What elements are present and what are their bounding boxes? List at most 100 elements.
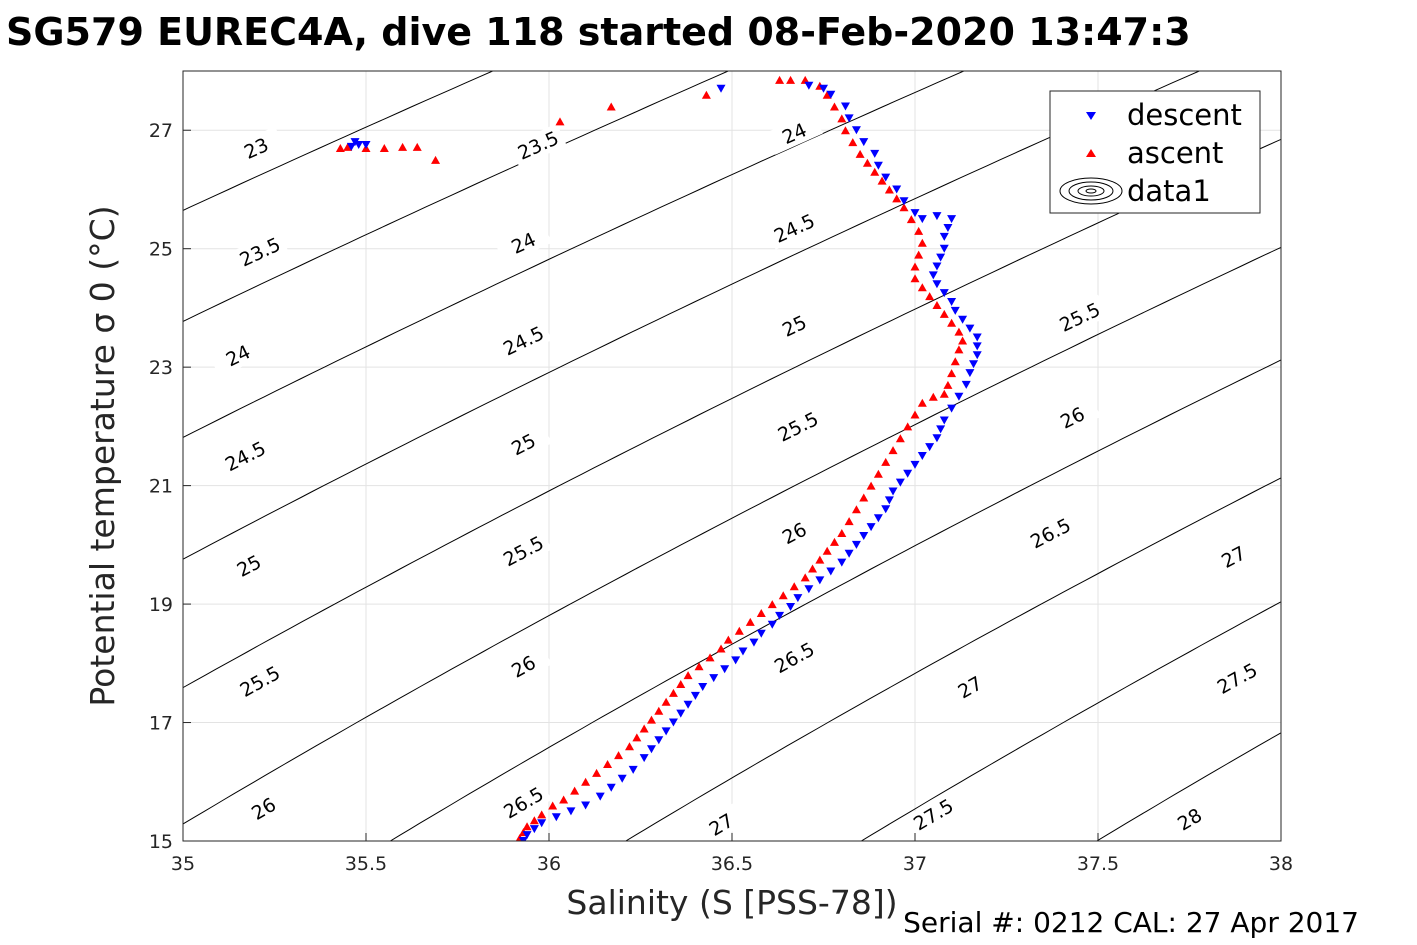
ascent-point [822, 546, 832, 555]
ascent-point [694, 662, 704, 671]
ascent-point [639, 724, 649, 733]
y-tick-label: 25 [149, 239, 173, 261]
ascent-point [859, 493, 869, 502]
descent-point [881, 173, 891, 182]
serial-cal-note: Serial #: 0212 CAL: 27 Apr 2017 [903, 906, 1359, 939]
descent-point [720, 665, 730, 674]
descent-point [917, 452, 927, 460]
contour-label-bg [1208, 654, 1266, 702]
descent-point [910, 460, 920, 469]
descent-point [932, 280, 942, 289]
ascent-point [892, 194, 902, 203]
ascent-point [676, 680, 686, 689]
ascent-point [800, 573, 810, 582]
contour-line [183, 71, 730, 322]
descent-point [903, 469, 913, 478]
ascent-point [723, 635, 733, 644]
ascent-point [592, 768, 602, 777]
x-tick-label: 35.5 [345, 853, 387, 875]
descent-point [709, 674, 719, 683]
contour-line [1095, 732, 1281, 841]
ascent-point [683, 671, 693, 680]
ascent-point [398, 142, 408, 151]
y-axis-ticks: 15 17 19 21 23 25 27 [149, 120, 191, 853]
x-tick-label: 36 [537, 853, 561, 875]
descent-point [947, 298, 957, 306]
contour-line [1284, 47, 1417, 870]
descent-point [690, 691, 700, 700]
contour-label-bg [1051, 294, 1109, 339]
ascent-point [559, 795, 569, 804]
ascent-point [939, 389, 949, 398]
contour-line [183, 71, 966, 438]
contour-label-bg [220, 542, 278, 589]
contour-label-bg [765, 206, 823, 250]
ascent-point [888, 446, 898, 455]
ascent-point [928, 392, 938, 401]
descent-point [529, 825, 539, 834]
contour-label-bg [941, 663, 999, 711]
descent-point [537, 819, 547, 828]
ascent-point [412, 142, 422, 151]
descent-point [958, 315, 968, 324]
ascent-point [855, 149, 865, 158]
descent-point [767, 620, 777, 629]
contour-label-bg [231, 229, 289, 274]
contour-line [624, 477, 1281, 841]
descent-point [961, 380, 971, 389]
contour-line [389, 359, 1281, 841]
ascent-point [701, 90, 711, 99]
ascent-point [866, 481, 876, 490]
descent-point [969, 360, 979, 369]
ascent-point [870, 167, 880, 176]
contour-line [183, 71, 1201, 560]
descent-point [844, 549, 854, 558]
ascent-point [954, 345, 964, 354]
ascent-point [537, 810, 547, 819]
ascent-point [910, 274, 920, 283]
contour-label-bg [494, 528, 552, 574]
contour-label-bg [209, 333, 267, 378]
ascent-point [917, 283, 927, 292]
ascent-point [786, 75, 796, 84]
legend-box [1049, 90, 1261, 214]
descent-point [731, 656, 741, 665]
descent-point [676, 709, 686, 718]
contour-label-bg [494, 421, 552, 467]
ascent-point [848, 138, 858, 147]
descent-point [895, 478, 905, 487]
contour-label-bg [494, 318, 553, 363]
ascent-point [614, 751, 624, 760]
ascent-point [379, 144, 389, 152]
descent-point [884, 496, 894, 505]
ascent-point [862, 158, 872, 167]
ascent-point [778, 591, 788, 600]
ascent-point [822, 90, 832, 99]
x-tick-label: 37.5 [1077, 853, 1119, 875]
descent-point [932, 262, 942, 271]
contour-label-bg [509, 123, 567, 167]
ascent-point [925, 292, 935, 301]
legend-contour-icon [1059, 177, 1123, 205]
ascent-point [837, 529, 847, 537]
descent-point [639, 754, 649, 763]
ascent-point [958, 336, 968, 345]
ascent-point [943, 380, 953, 389]
ascent-point [950, 357, 960, 366]
descent-point [950, 306, 960, 315]
ascent-point [529, 816, 539, 825]
legend-descent-marker [1086, 112, 1096, 120]
ascent-point [947, 318, 957, 327]
descent-point [756, 629, 766, 638]
ascent-point [606, 102, 616, 111]
ascent-point [632, 733, 642, 742]
descent-point [804, 81, 814, 90]
ascent-point [899, 203, 909, 212]
contour-label-bg [216, 433, 274, 479]
descent-point [859, 531, 869, 540]
y-tick-label: 21 [149, 476, 173, 498]
ascent-point [932, 300, 942, 309]
contour-label-bg [227, 126, 285, 170]
ascent-point [654, 706, 664, 715]
ascent-point [954, 327, 964, 336]
